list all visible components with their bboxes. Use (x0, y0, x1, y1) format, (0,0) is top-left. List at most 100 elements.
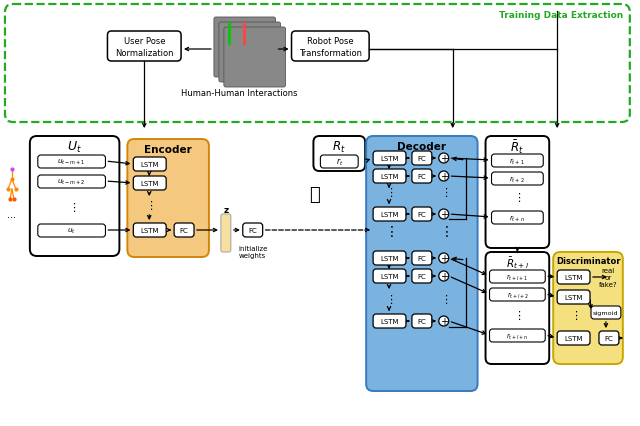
FancyBboxPatch shape (108, 32, 181, 62)
Text: LSTM: LSTM (380, 318, 399, 324)
Text: FC: FC (248, 227, 257, 233)
Text: initialize
weights: initialize weights (238, 245, 268, 259)
Text: $\vdots$: $\vdots$ (513, 309, 522, 322)
Text: $r_{t+2}$: $r_{t+2}$ (509, 174, 525, 184)
FancyBboxPatch shape (38, 225, 106, 237)
FancyBboxPatch shape (219, 23, 280, 83)
Circle shape (439, 316, 449, 326)
FancyBboxPatch shape (373, 314, 406, 328)
Text: Decoder: Decoder (397, 142, 446, 152)
Text: $u_{t-m+1}$: $u_{t-m+1}$ (58, 158, 86, 167)
Text: User Pose: User Pose (124, 37, 165, 46)
FancyBboxPatch shape (557, 331, 590, 345)
FancyBboxPatch shape (486, 137, 549, 248)
Text: LSTM: LSTM (564, 274, 583, 280)
Text: $\bar{R}_{t+l}$: $\bar{R}_{t+l}$ (506, 254, 529, 271)
Text: $r_{t+l+1}$: $r_{t+l+1}$ (506, 272, 528, 282)
Text: $r_{t+l+n}$: $r_{t+l+n}$ (506, 331, 528, 341)
Text: LSTM: LSTM (380, 211, 399, 218)
FancyBboxPatch shape (133, 177, 166, 190)
FancyBboxPatch shape (553, 253, 623, 364)
FancyBboxPatch shape (321, 155, 358, 169)
Text: $\bar{R}_t$: $\bar{R}_t$ (511, 138, 524, 155)
Circle shape (439, 210, 449, 219)
Text: $\vdots$: $\vdots$ (385, 186, 393, 199)
FancyBboxPatch shape (557, 271, 590, 284)
Text: LSTM: LSTM (141, 161, 159, 167)
Text: sigmoid: sigmoid (593, 310, 619, 315)
Text: FC: FC (417, 211, 426, 218)
FancyBboxPatch shape (38, 155, 106, 169)
Text: +: + (440, 154, 448, 164)
FancyBboxPatch shape (243, 224, 262, 237)
FancyBboxPatch shape (557, 290, 590, 304)
Text: LSTM: LSTM (141, 227, 159, 233)
FancyBboxPatch shape (490, 271, 545, 283)
Text: FC: FC (605, 335, 613, 341)
FancyBboxPatch shape (492, 155, 543, 167)
Text: +: + (440, 253, 448, 263)
FancyBboxPatch shape (224, 28, 285, 88)
Text: 🤖: 🤖 (309, 186, 320, 204)
FancyBboxPatch shape (214, 18, 276, 78)
FancyBboxPatch shape (373, 170, 406, 184)
FancyBboxPatch shape (133, 224, 166, 237)
Text: $\vdots$: $\vdots$ (570, 309, 578, 322)
Text: $r_{t+n}$: $r_{t+n}$ (509, 213, 525, 223)
FancyBboxPatch shape (314, 137, 365, 172)
Text: LSTM: LSTM (564, 294, 583, 300)
FancyBboxPatch shape (373, 207, 406, 222)
Text: $u_{t-m+2}$: $u_{t-m+2}$ (58, 178, 86, 187)
Text: $\vdots$: $\vdots$ (384, 224, 394, 239)
Text: FC: FC (417, 318, 426, 324)
Text: Training Data Extraction: Training Data Extraction (499, 11, 623, 20)
Circle shape (439, 253, 449, 263)
Text: +: + (440, 210, 448, 219)
FancyBboxPatch shape (591, 306, 621, 319)
Text: ...: ... (8, 210, 17, 219)
FancyBboxPatch shape (412, 170, 432, 184)
FancyBboxPatch shape (412, 152, 432, 166)
Text: $\vdots$: $\vdots$ (439, 224, 449, 239)
FancyBboxPatch shape (412, 207, 432, 222)
Text: Transformation: Transformation (299, 49, 362, 58)
Text: LSTM: LSTM (380, 256, 399, 262)
FancyBboxPatch shape (30, 137, 120, 256)
FancyBboxPatch shape (412, 251, 432, 265)
Text: LSTM: LSTM (380, 155, 399, 161)
Text: Encoder: Encoder (144, 145, 192, 155)
Text: z: z (223, 206, 228, 215)
FancyBboxPatch shape (486, 253, 549, 364)
Text: FC: FC (180, 227, 188, 233)
Text: Robot Pose: Robot Pose (307, 37, 354, 46)
FancyBboxPatch shape (373, 152, 406, 166)
Text: +: + (440, 316, 448, 326)
Text: +: + (440, 271, 448, 281)
Text: $\vdots$: $\vdots$ (145, 199, 154, 212)
Text: $\vdots$: $\vdots$ (440, 186, 448, 199)
Text: LSTM: LSTM (141, 181, 159, 187)
Text: $\vdots$: $\vdots$ (68, 201, 76, 214)
FancyBboxPatch shape (412, 314, 432, 328)
FancyBboxPatch shape (292, 32, 369, 62)
Text: $\vdots$: $\vdots$ (385, 293, 393, 306)
FancyBboxPatch shape (133, 158, 166, 172)
FancyBboxPatch shape (127, 140, 209, 257)
Text: +: + (440, 172, 448, 181)
Text: $R_t$: $R_t$ (332, 139, 346, 154)
Text: FC: FC (417, 173, 426, 180)
FancyBboxPatch shape (492, 211, 543, 225)
FancyBboxPatch shape (492, 173, 543, 186)
FancyBboxPatch shape (373, 251, 406, 265)
Text: $r_{t+l+2}$: $r_{t+l+2}$ (506, 290, 528, 300)
Text: FC: FC (417, 155, 426, 161)
Circle shape (439, 154, 449, 164)
Text: $U_t$: $U_t$ (67, 139, 82, 154)
Text: LSTM: LSTM (564, 335, 583, 341)
Text: real
or
fake?: real or fake? (598, 268, 617, 287)
Text: Discriminator: Discriminator (556, 257, 620, 266)
FancyBboxPatch shape (412, 269, 432, 283)
Text: $u_t$: $u_t$ (67, 226, 76, 236)
Text: Normalization: Normalization (115, 49, 173, 58)
Text: $r_t$: $r_t$ (335, 156, 343, 168)
